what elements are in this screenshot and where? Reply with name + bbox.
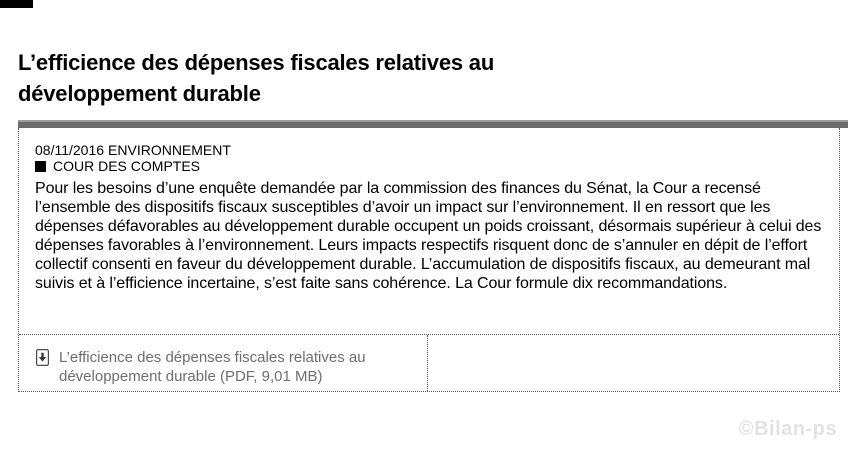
corner-mark (0, 0, 33, 8)
attachment-cell: L’efficience des dépenses fiscales relat… (19, 335, 428, 391)
pdf-download-icon (36, 349, 50, 371)
article-top-bar (18, 120, 848, 128)
article-source-line: COUR DES COMPTES (35, 159, 833, 174)
watermark: ©Bilan-ps (738, 418, 837, 440)
article-source: COUR DES COMPTES (53, 158, 201, 174)
article-card: 08/11/2016 ENVIRONNEMENT COUR DES COMPTES… (18, 128, 840, 392)
attachment-row: L’efficience des dépenses fiscales relat… (19, 334, 839, 391)
article-body: Pour les besoins d’une enquête demandée … (35, 180, 822, 292)
article-date: 08/11/2016 (35, 142, 105, 158)
attachment-link[interactable]: L’efficience des dépenses fiscales relat… (59, 349, 366, 385)
square-bullet-icon (35, 161, 46, 172)
article-category: ENVIRONNEMENT (108, 142, 231, 158)
page-title: L’efficience des dépenses fiscales relat… (18, 50, 495, 106)
attachment-row-empty-cell (428, 335, 839, 391)
article-meta: 08/11/2016 ENVIRONNEMENT (35, 143, 833, 158)
